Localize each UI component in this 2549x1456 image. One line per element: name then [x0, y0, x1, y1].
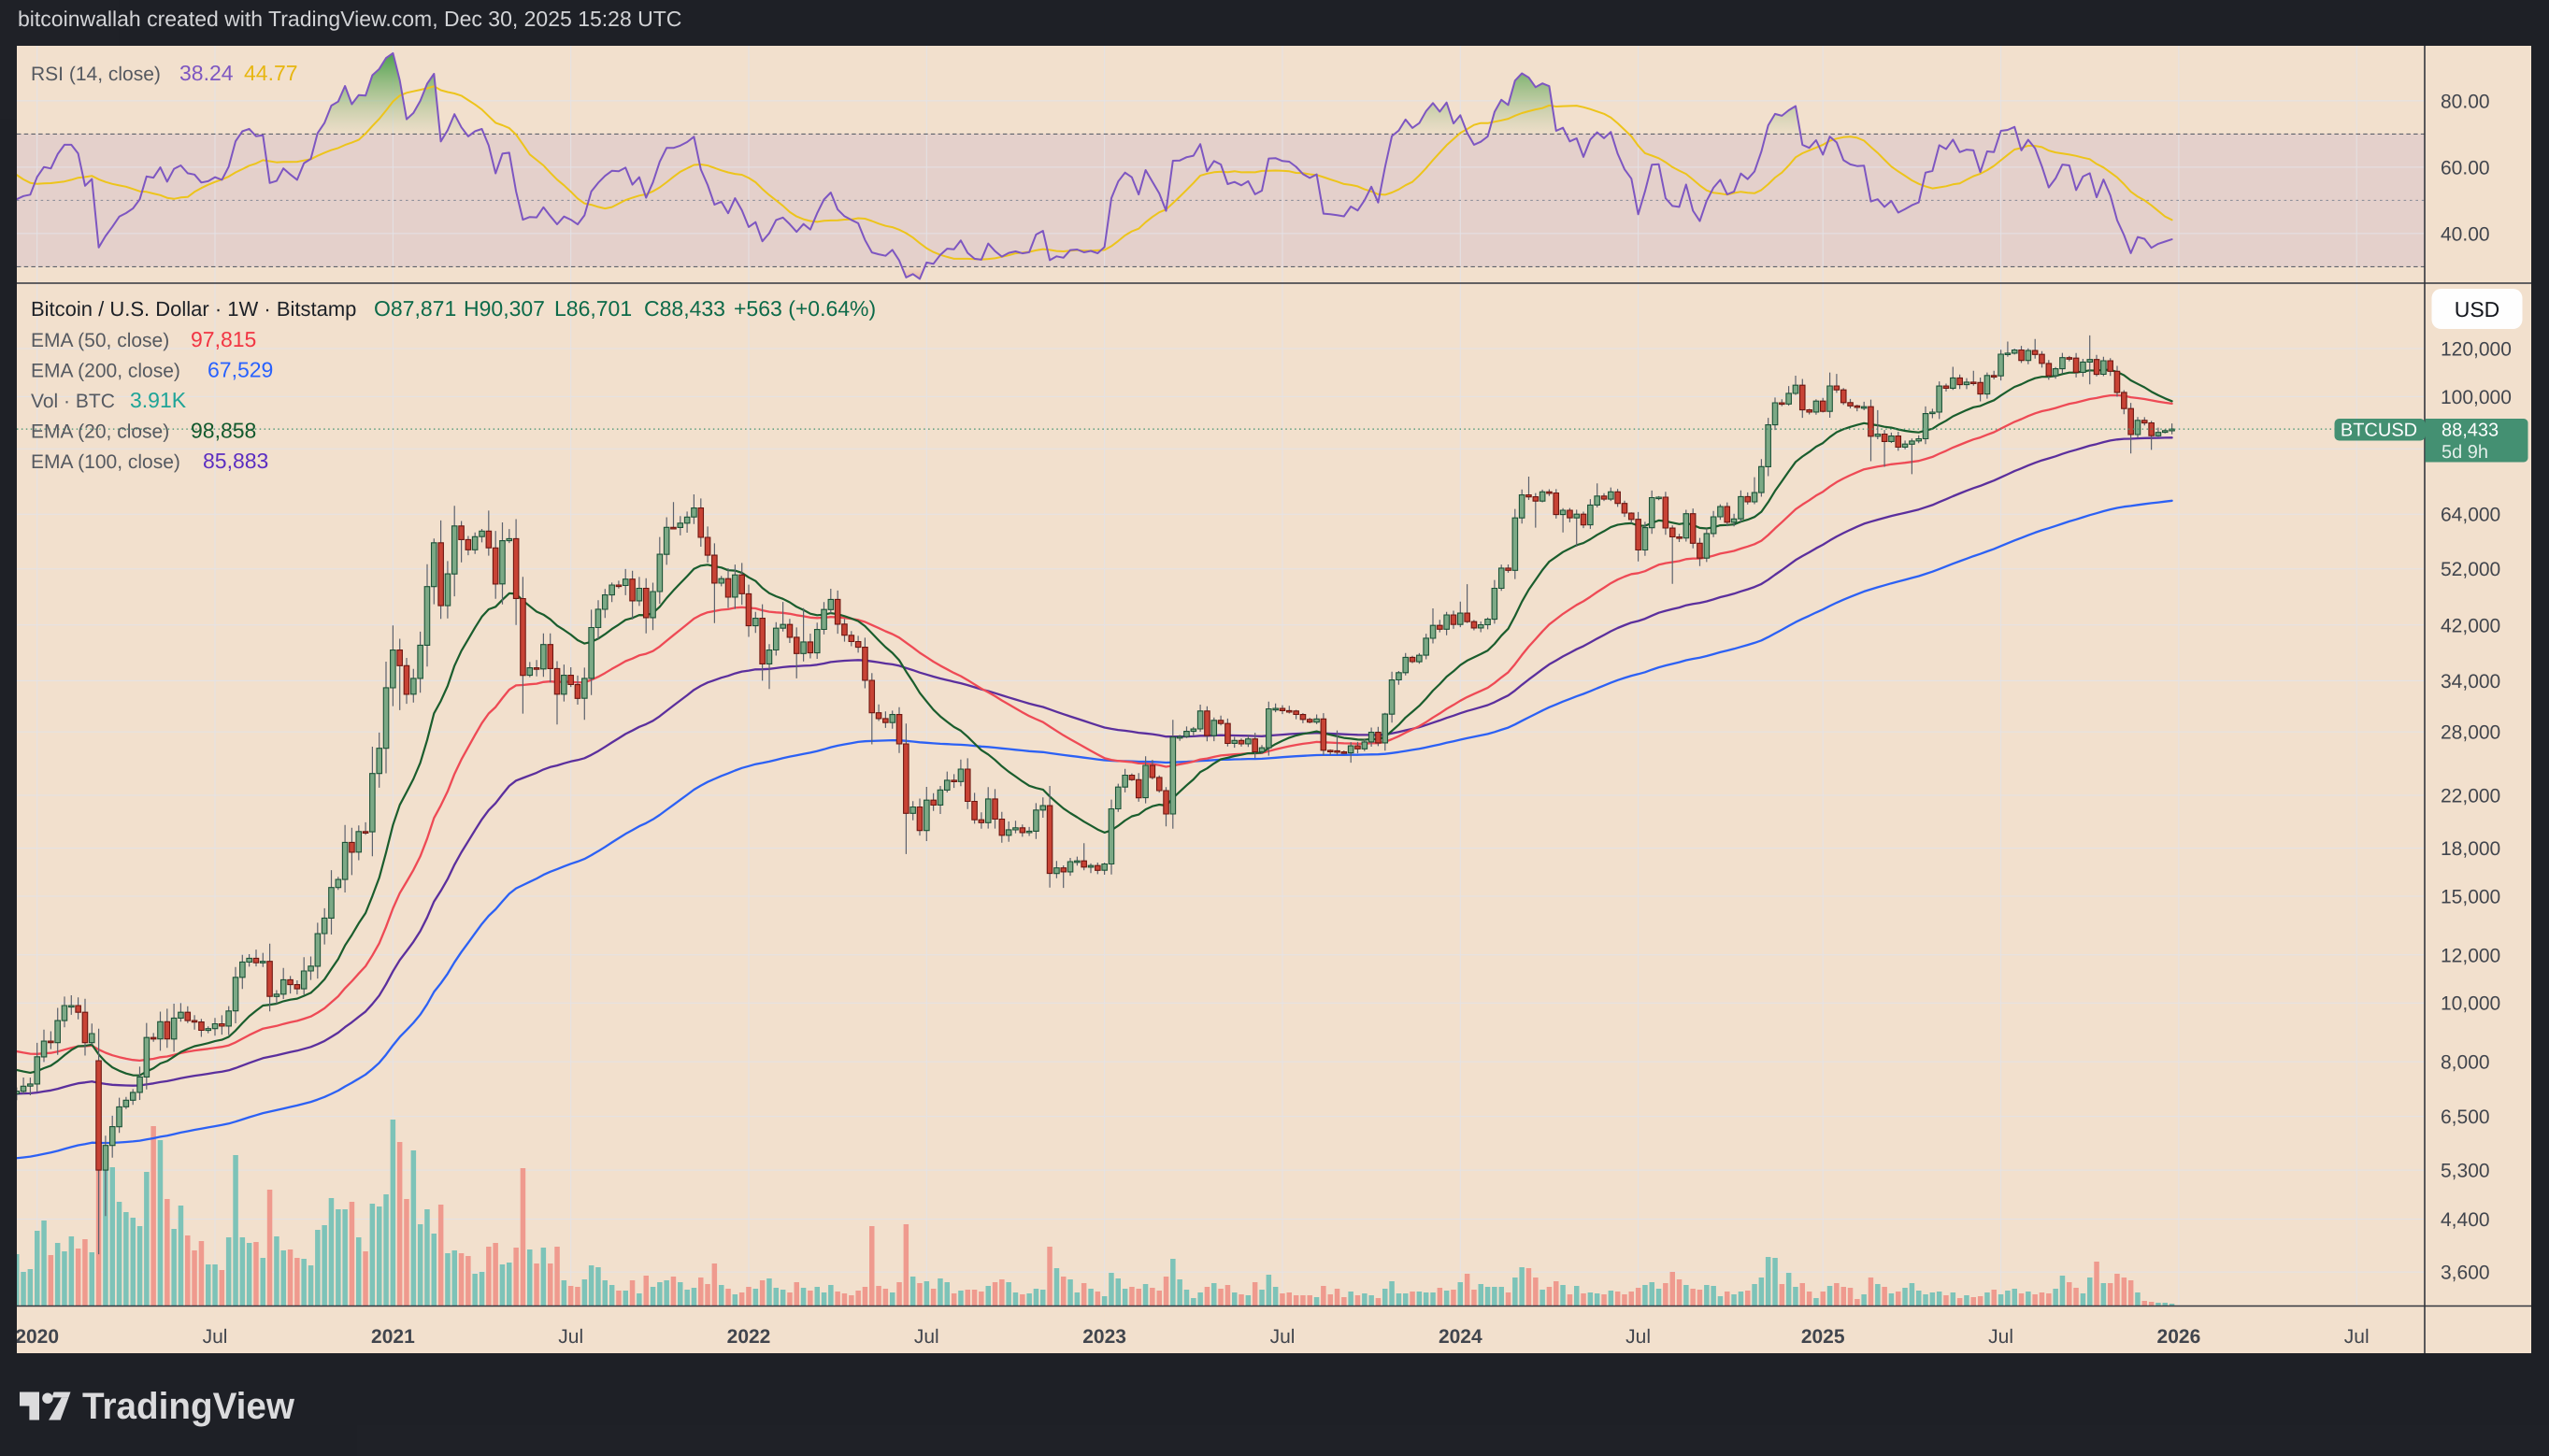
svg-text:2024: 2024: [1439, 1326, 1482, 1348]
svg-text:18,000: 18,000: [2441, 838, 2500, 860]
svg-text:5,300: 5,300: [2441, 1161, 2490, 1182]
svg-text:3,600: 3,600: [2441, 1263, 2490, 1284]
svg-text:Jul: Jul: [1270, 1326, 1296, 1348]
svg-text:44.77: 44.77: [244, 61, 298, 85]
svg-text:EMA (200, close): EMA (200, close): [31, 361, 180, 382]
svg-text:85,883: 85,883: [203, 449, 268, 473]
svg-text:Vol · BTC: Vol · BTC: [31, 391, 115, 412]
svg-text:97,815: 97,815: [191, 327, 256, 351]
svg-text:5d 9h: 5d 9h: [2442, 442, 2488, 463]
svg-text:Jul: Jul: [1625, 1326, 1651, 1348]
svg-text:98,858: 98,858: [191, 419, 256, 443]
svg-text:Jul: Jul: [1988, 1326, 2013, 1348]
svg-text:RSI (14, close): RSI (14, close): [31, 64, 161, 85]
svg-text:Jul: Jul: [558, 1326, 583, 1348]
svg-text:100,000: 100,000: [2441, 387, 2512, 408]
svg-text:Jul: Jul: [914, 1326, 939, 1348]
svg-text:60.00: 60.00: [2441, 157, 2490, 178]
svg-text:120,000: 120,000: [2441, 339, 2512, 361]
svg-text:2020: 2020: [15, 1326, 59, 1348]
svg-text:EMA (50, close): EMA (50, close): [31, 330, 169, 351]
svg-text:8,000: 8,000: [2441, 1052, 2490, 1074]
svg-text:EMA (100, close): EMA (100, close): [31, 451, 180, 473]
svg-text:Bitcoin / U.S. Dollar · 1W · B: Bitcoin / U.S. Dollar · 1W · Bitstamp: [31, 297, 356, 321]
svg-text:2023: 2023: [1082, 1326, 1126, 1348]
svg-text:38.24: 38.24: [179, 61, 234, 85]
svg-text:12,000: 12,000: [2441, 945, 2500, 966]
svg-text:40.00: 40.00: [2441, 223, 2490, 245]
svg-text:64,000: 64,000: [2441, 505, 2500, 526]
svg-text:O87,871: O87,871: [374, 296, 456, 321]
svg-text:USD: USD: [2455, 297, 2500, 321]
svg-text:TradingView: TradingView: [82, 1386, 295, 1427]
svg-text:2021: 2021: [371, 1326, 415, 1348]
svg-text:BTCUSD: BTCUSD: [2341, 421, 2417, 441]
svg-text:Jul: Jul: [203, 1326, 228, 1348]
svg-text:10,000: 10,000: [2441, 993, 2500, 1015]
svg-text:2026: 2026: [2157, 1326, 2201, 1348]
svg-text:34,000: 34,000: [2441, 671, 2500, 692]
svg-text:88,433: 88,433: [2442, 421, 2499, 441]
svg-text:52,000: 52,000: [2441, 559, 2500, 580]
svg-text:28,000: 28,000: [2441, 722, 2500, 744]
svg-text:H90,307: H90,307: [464, 296, 545, 321]
svg-text:2025: 2025: [1801, 1326, 1845, 1348]
svg-text:C88,433: C88,433: [644, 296, 725, 321]
svg-text:EMA (20, close): EMA (20, close): [31, 421, 169, 443]
svg-text:15,000: 15,000: [2441, 887, 2500, 908]
svg-text:6,500: 6,500: [2441, 1106, 2490, 1128]
svg-text:80.00: 80.00: [2441, 91, 2490, 112]
svg-text:3.91K: 3.91K: [130, 388, 187, 412]
svg-text:Jul: Jul: [2344, 1326, 2370, 1348]
svg-text:42,000: 42,000: [2441, 615, 2500, 636]
svg-text:bitcoinwallah created with Tra: bitcoinwallah created with TradingView.c…: [18, 7, 681, 31]
svg-text:+563 (+0.64%): +563 (+0.64%): [734, 296, 876, 321]
svg-text:L86,701: L86,701: [554, 296, 632, 321]
svg-text:2022: 2022: [727, 1326, 771, 1348]
svg-text:67,529: 67,529: [208, 358, 273, 382]
svg-text:22,000: 22,000: [2441, 786, 2500, 807]
svg-text:4,400: 4,400: [2441, 1209, 2490, 1231]
